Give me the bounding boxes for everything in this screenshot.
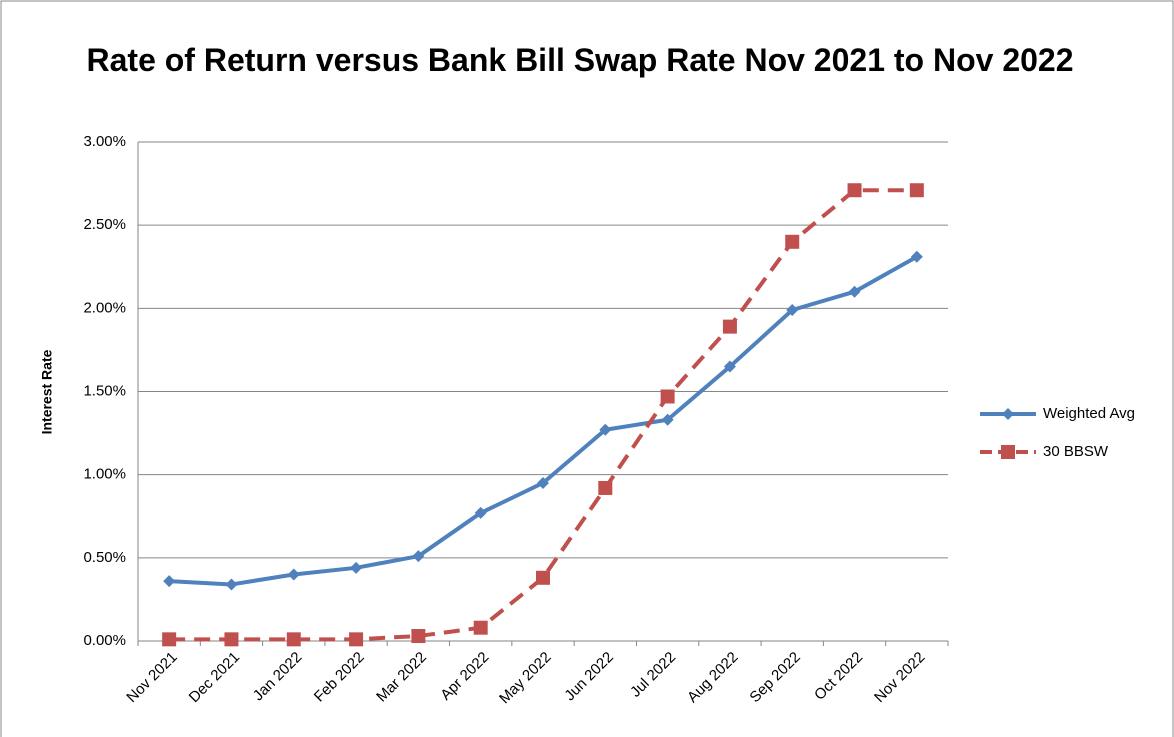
x-tick-label: May 2022 xyxy=(496,649,555,708)
y-tick-label: 1.50% xyxy=(83,382,126,399)
marker xyxy=(847,183,862,198)
marker xyxy=(349,632,364,647)
y-tick-label: 0.50% xyxy=(83,549,126,566)
marker xyxy=(537,476,549,489)
marker xyxy=(163,575,176,588)
x-tick-label: Nov 2021 xyxy=(123,649,180,706)
marker xyxy=(599,423,612,436)
marker xyxy=(224,632,239,647)
marker xyxy=(909,183,924,198)
marker xyxy=(286,632,301,647)
marker xyxy=(598,480,613,495)
marker xyxy=(350,561,363,574)
marker xyxy=(287,568,300,581)
marker xyxy=(723,360,736,373)
x-tick-label: Aug 2022 xyxy=(684,649,741,706)
y-tick-label: 3.00% xyxy=(83,133,126,150)
x-tick-label: Jul 2022 xyxy=(627,649,679,701)
x-tick-label: Jun 2022 xyxy=(561,649,617,705)
x-tick-label: Nov 2022 xyxy=(871,649,928,706)
marker xyxy=(785,234,800,249)
x-tick-label: Jan 2022 xyxy=(250,649,306,705)
y-tick-label: 1.00% xyxy=(83,466,126,483)
x-tick-label: Mar 2022 xyxy=(373,649,430,706)
marker xyxy=(1002,408,1014,420)
y-tick-label: 0.00% xyxy=(83,632,126,649)
marker xyxy=(910,250,923,263)
x-tick-label: Apr 2022 xyxy=(437,649,492,704)
legend-label: 30 BBSW xyxy=(1043,443,1109,460)
marker xyxy=(225,578,238,591)
x-tick-label: Oct 2022 xyxy=(811,649,866,704)
y-tick-label: 2.50% xyxy=(83,216,126,233)
x-tick-label: Dec 2021 xyxy=(186,649,243,706)
x-tick-label: Feb 2022 xyxy=(311,649,368,706)
y-axis-label: Interest Rate xyxy=(39,349,55,434)
marker xyxy=(1001,445,1015,459)
marker xyxy=(412,550,425,563)
marker xyxy=(536,570,550,585)
marker xyxy=(473,620,488,635)
x-tick-label: Sep 2022 xyxy=(746,649,803,706)
marker xyxy=(162,632,177,647)
marker xyxy=(661,413,674,426)
marker xyxy=(660,389,675,404)
series-line xyxy=(169,255,918,587)
y-tick-label: 2.00% xyxy=(83,299,126,316)
legend-label: Weighted Avg xyxy=(1043,405,1135,422)
chart-title: Rate of Return versus Bank Bill Swap Rat… xyxy=(86,42,1074,78)
marker xyxy=(848,285,861,298)
marker xyxy=(786,303,799,316)
marker xyxy=(411,629,426,644)
marker xyxy=(722,319,737,334)
marker xyxy=(474,506,487,519)
